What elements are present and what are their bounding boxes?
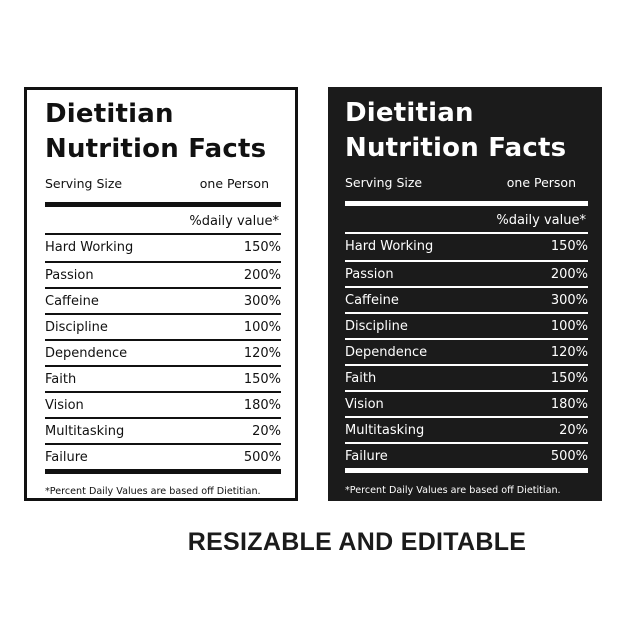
nutrient-name: Multitasking — [45, 424, 125, 439]
nutrient-value: 200% — [550, 267, 588, 282]
nutrient-row: Discipline 100% — [345, 312, 588, 338]
nutrient-name: Failure — [45, 450, 88, 465]
nutrient-value: 120% — [243, 346, 281, 361]
nutrient-name: Vision — [345, 397, 384, 412]
title-line-2: Nutrition Facts — [45, 134, 267, 164]
nutrient-name: Hard Working — [45, 240, 134, 255]
nutrient-list: Hard Working 150% Passion 200% Caffeine 300… — [45, 235, 281, 469]
daily-value-header: %daily value* — [45, 210, 281, 235]
nutrient-row: Faith 150% — [345, 364, 588, 390]
label-title: Dietitian Nutrition Facts — [45, 97, 281, 167]
nutrient-name: Passion — [345, 267, 394, 282]
nutrient-name: Discipline — [345, 319, 408, 334]
nutrient-list: Hard Working 150% Passion 200% Caffeine 300… — [345, 234, 588, 468]
nutrient-row: Caffeine 300% — [345, 286, 588, 312]
nutrient-row: Faith 150% — [45, 365, 281, 391]
nutrient-value: 20% — [252, 424, 281, 439]
nutrient-name: Faith — [345, 371, 377, 386]
nutrient-value: 500% — [550, 449, 588, 464]
nutrient-row: Multitasking 20% — [345, 416, 588, 442]
nutrient-value: 100% — [243, 320, 281, 335]
nutrient-value: 300% — [550, 293, 588, 308]
title-line-1: Dietitian — [45, 99, 174, 129]
nutrient-value: 300% — [243, 294, 281, 309]
nutrient-row: Dependence 120% — [45, 339, 281, 365]
thick-divider-bottom — [45, 469, 281, 474]
nutrient-row: Caffeine 300% — [45, 287, 281, 313]
nutrient-name: Dependence — [45, 346, 128, 361]
nutrient-row: Failure 500% — [345, 442, 588, 468]
nutrient-name: Caffeine — [345, 293, 399, 308]
thick-divider-bottom — [345, 468, 588, 473]
nutrient-value: 150% — [243, 372, 281, 387]
nutrient-name: Discipline — [45, 320, 108, 335]
nutrient-row: Hard Working 150% — [345, 234, 588, 260]
nutrient-row: Dependence 120% — [345, 338, 588, 364]
nutrient-value: 200% — [243, 268, 281, 283]
nutrient-row: Vision 180% — [345, 390, 588, 416]
nutrient-name: Hard Working — [345, 239, 434, 254]
nutrient-name: Faith — [45, 372, 77, 387]
nutrient-row: Multitasking 20% — [45, 417, 281, 443]
nutrient-row: Failure 500% — [45, 443, 281, 469]
nutrient-row: Passion 200% — [45, 261, 281, 287]
serving-size-value: one Person — [199, 176, 269, 191]
nutrient-value: 20% — [559, 423, 588, 438]
nutrient-name: Multitasking — [345, 423, 425, 438]
nutrient-value: 120% — [550, 345, 588, 360]
thick-divider — [45, 202, 281, 207]
serving-size-value: one Person — [506, 175, 576, 190]
footnote: *Percent Daily Values are based off Diet… — [345, 485, 561, 496]
daily-value-header: %daily value* — [345, 209, 588, 234]
nutrition-label-dark: Dietitian Nutrition Facts Serving Size o… — [328, 87, 602, 501]
nutrient-name: Failure — [345, 449, 388, 464]
nutrient-value: 150% — [550, 239, 588, 254]
thick-divider — [345, 201, 588, 206]
nutrient-name: Dependence — [345, 345, 428, 360]
label-title: Dietitian Nutrition Facts — [345, 96, 588, 166]
nutrient-name: Caffeine — [45, 294, 99, 309]
title-line-2: Nutrition Facts — [345, 133, 567, 163]
nutrient-value: 500% — [243, 450, 281, 465]
serving-size-label: Serving Size — [345, 175, 423, 190]
serving-size-row: Serving Size one Person — [345, 175, 588, 193]
nutrition-label-light: Dietitian Nutrition Facts Serving Size o… — [24, 87, 298, 501]
serving-size-label: Serving Size — [45, 176, 123, 191]
nutrient-value: 180% — [550, 397, 588, 412]
nutrient-value: 150% — [243, 240, 281, 255]
nutrient-row: Vision 180% — [45, 391, 281, 417]
nutrient-name: Vision — [45, 398, 84, 413]
serving-size-row: Serving Size one Person — [45, 176, 281, 194]
nutrient-value: 150% — [550, 371, 588, 386]
nutrient-row: Hard Working 150% — [45, 235, 281, 261]
nutrient-row: Discipline 100% — [45, 313, 281, 339]
nutrient-row: Passion 200% — [345, 260, 588, 286]
footnote: *Percent Daily Values are based off Diet… — [45, 486, 261, 497]
title-line-1: Dietitian — [345, 98, 474, 128]
nutrient-value: 100% — [550, 319, 588, 334]
nutrient-name: Passion — [45, 268, 94, 283]
nutrient-value: 180% — [243, 398, 281, 413]
banner-text: RESIZABLE AND EDITABLE — [187, 528, 527, 556]
